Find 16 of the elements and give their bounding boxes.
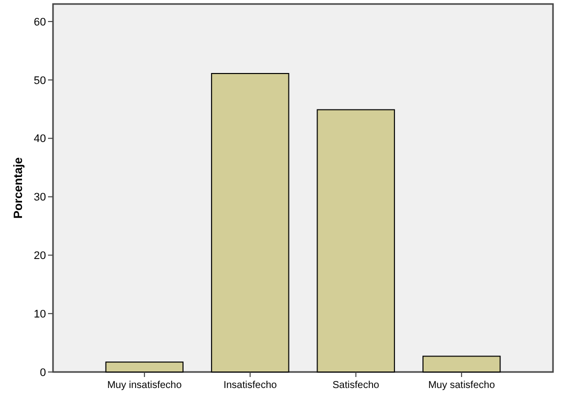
y-tick-label: 60 [34, 16, 46, 28]
y-tick-label: 40 [34, 133, 46, 146]
y-tick-label: 0 [40, 366, 46, 379]
y-tick-label: 30 [34, 192, 46, 204]
x-tick-label: Muy satisfecho [428, 380, 496, 391]
y-tick-label: 20 [34, 250, 46, 262]
y-tick-label: 50 [34, 74, 46, 87]
bar [422, 356, 501, 372]
bar [316, 109, 395, 372]
x-tick-label: Muy insatisfecho [107, 380, 182, 391]
y-tick-label: 10 [34, 308, 46, 320]
x-tick-label: Satisfecho [332, 380, 380, 391]
x-tick-label: Insatisfecho [223, 380, 278, 391]
y-axis-title: Porcentaje [11, 156, 25, 219]
bar [211, 73, 290, 372]
bar [105, 362, 184, 372]
